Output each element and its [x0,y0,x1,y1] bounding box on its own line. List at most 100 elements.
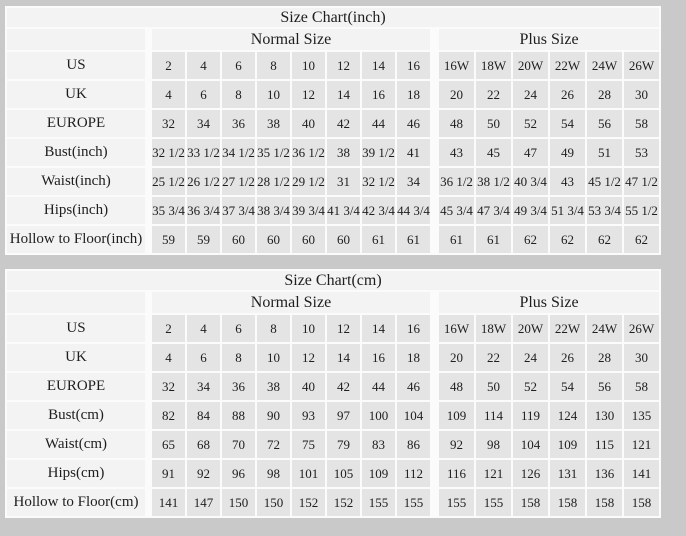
size-value-cell: 88 [222,402,255,429]
size-value-cell: 44 3/4 [397,197,430,224]
size-value-cell: 20W [513,52,548,79]
size-value-cell: 61 [397,226,430,253]
size-value-cell: 34 [187,373,220,400]
size-value-cell: 29 1/2 [292,168,325,195]
size-value-cell: 45 [476,139,511,166]
size-value-cell: 22 [476,344,511,371]
size-value-cell: 10 [257,344,290,371]
size-value-cell: 22 [476,81,511,108]
table-row: Hips(cm) 91 92 96 98 101 105 109 112 116 121 126 131… [7,460,659,487]
size-value-cell: 42 3/4 [362,197,395,224]
size-value-cell: 16 [362,344,395,371]
size-value-cell: 20W [513,315,548,342]
size-value-cell: 38 [257,373,290,400]
size-value-cell: 136 [587,460,622,487]
size-value-cell: 6 [222,52,255,79]
size-value-cell: 47 1/2 [624,168,659,195]
size-value-cell: 59 [187,226,220,253]
size-chart-cm-table: Size Chart(cm) Normal Size Plus Size US 2… [5,269,661,518]
corner-cell [7,29,145,50]
size-value-cell: 83 [362,431,395,458]
size-value-cell: 36 1/2 [439,168,474,195]
size-value-cell: 32 [152,110,185,137]
size-value-cell: 51 [587,139,622,166]
size-value-cell: 84 [187,402,220,429]
size-value-cell: 10 [292,52,325,79]
size-value-cell: 56 [587,110,622,137]
size-value-cell: 30 [624,344,659,371]
size-value-cell: 8 [257,315,290,342]
column-divider [147,373,150,400]
table-row: Hollow to Floor(inch) 59 59 60 60 60 60 61 61 61 6… [7,226,659,253]
size-value-cell: 93 [292,402,325,429]
column-divider [432,292,437,313]
size-value-cell: 36 3/4 [187,197,220,224]
size-value-cell: 51 3/4 [550,197,585,224]
size-value-cell: 41 3/4 [327,197,360,224]
table-group-header-row: Normal Size Plus Size [7,29,659,50]
size-value-cell: 16W [439,52,474,79]
size-value-cell: 2 [152,315,185,342]
size-value-cell: 131 [550,460,585,487]
row-label: EUROPE [7,373,145,400]
group-header-plus-size: Plus Size [439,292,659,313]
size-value-cell: 31 [327,168,360,195]
size-value-cell: 55 1/2 [624,197,659,224]
row-label: Hollow to Floor(cm) [7,489,145,516]
group-header-normal-size: Normal Size [152,292,430,313]
size-value-cell: 38 1/2 [476,168,511,195]
size-value-cell: 53 3/4 [587,197,622,224]
row-label: Bust(inch) [7,139,145,166]
size-value-cell: 30 [624,81,659,108]
size-value-cell: 59 [152,226,185,253]
size-value-cell: 62 [624,226,659,253]
size-value-cell: 34 [397,168,430,195]
size-value-cell: 100 [362,402,395,429]
column-divider [432,168,437,195]
column-divider [147,292,150,313]
size-value-cell: 40 [292,110,325,137]
column-divider [147,315,150,342]
size-value-cell: 104 [513,431,548,458]
size-value-cell: 65 [152,431,185,458]
size-value-cell: 32 1/2 [362,168,395,195]
size-value-cell: 58 [624,373,659,400]
size-value-cell: 96 [222,460,255,487]
size-value-cell: 4 [187,52,220,79]
size-value-cell: 50 [476,373,511,400]
row-label: UK [7,81,145,108]
size-value-cell: 6 [187,344,220,371]
column-divider [432,489,437,516]
column-divider [432,315,437,342]
row-label: Hips(inch) [7,197,145,224]
size-value-cell: 14 [362,52,395,79]
size-value-cell: 48 [439,110,474,137]
size-value-cell: 26 1/2 [187,168,220,195]
size-value-cell: 52 [513,373,548,400]
size-value-cell: 14 [327,81,360,108]
table-title-row: Size Chart(inch) [7,8,659,27]
size-value-cell: 6 [187,81,220,108]
size-value-cell: 49 [550,139,585,166]
column-divider [147,139,150,166]
size-value-cell: 158 [550,489,585,516]
size-value-cell: 10 [257,81,290,108]
size-value-cell: 38 3/4 [257,197,290,224]
size-value-cell: 98 [476,431,511,458]
size-value-cell: 158 [513,489,548,516]
size-value-cell: 16 [362,81,395,108]
column-divider [432,402,437,429]
table-row: US 2 4 6 8 10 12 14 16 16W 18W 20W 22W 24W 26W [7,315,659,342]
size-value-cell: 25 1/2 [152,168,185,195]
size-value-cell: 150 [222,489,255,516]
size-value-cell: 35 1/2 [257,139,290,166]
size-value-cell: 60 [222,226,255,253]
corner-cell [7,292,145,313]
size-value-cell: 36 1/2 [292,139,325,166]
size-value-cell: 44 [362,110,395,137]
column-divider [147,197,150,224]
column-divider [147,81,150,108]
row-label: Bust(cm) [7,402,145,429]
size-value-cell: 4 [152,81,185,108]
size-value-cell: 44 [362,373,395,400]
